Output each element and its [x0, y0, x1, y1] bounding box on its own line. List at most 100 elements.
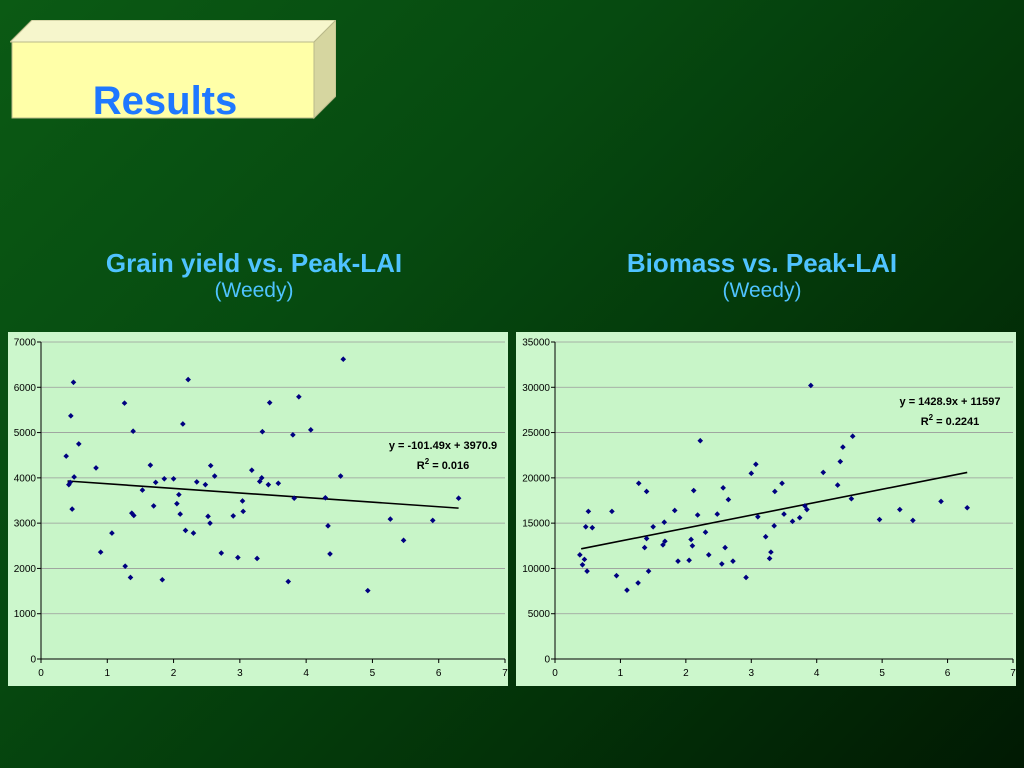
data-point — [840, 444, 846, 450]
chart-heading-biomass: Biomass vs. Peak-LAI (Weedy) — [552, 248, 972, 304]
y-tick-label: 7000 — [14, 338, 37, 349]
x-tick-label: 5 — [879, 668, 885, 679]
data-point — [938, 498, 944, 505]
data-point — [266, 399, 273, 406]
x-tick-label: 4 — [814, 668, 820, 679]
data-point — [182, 527, 189, 534]
data-point — [63, 453, 69, 459]
y-tick-label: 35000 — [522, 338, 550, 349]
data-point — [67, 479, 73, 486]
data-point — [705, 552, 712, 558]
data-point — [762, 533, 769, 540]
data-point — [771, 523, 777, 529]
x-tick-label: 0 — [38, 668, 44, 679]
y-tick-label: 25000 — [522, 428, 550, 439]
data-point — [834, 482, 841, 488]
chart-panel-biomass: 0 5000 10000 15000 20000 25000 30000 35000 0 1 2 3 4… — [516, 332, 1016, 686]
data-point — [643, 488, 650, 495]
data-point — [170, 475, 177, 482]
data-point — [897, 506, 903, 513]
data-point — [635, 580, 641, 586]
data-point — [93, 465, 99, 471]
data-point — [697, 437, 704, 444]
data-point — [291, 495, 298, 502]
data-point — [714, 511, 721, 517]
x-tick-label: 2 — [171, 668, 177, 679]
data-point — [772, 488, 778, 495]
data-point — [174, 500, 180, 507]
data-point — [849, 433, 856, 439]
data-point — [719, 561, 725, 567]
data-point — [230, 513, 237, 519]
data-point — [131, 512, 137, 519]
data-point — [322, 494, 329, 501]
data-point — [240, 508, 246, 515]
data-point — [645, 568, 652, 574]
data-point — [121, 400, 128, 406]
data-point — [75, 441, 82, 447]
scatter-plot-grain-yield: 0 1000 2000 3000 4000 5000 6000 7000 0 1 2 3 4 5 6 7 y =… — [14, 338, 508, 680]
x-tick-label: 6 — [945, 668, 951, 679]
data-point — [207, 462, 214, 469]
data-point — [650, 523, 656, 530]
trendline — [581, 471, 968, 550]
data-point — [876, 516, 883, 523]
data-point — [202, 481, 209, 488]
x-tick-label: 7 — [502, 668, 508, 679]
data-point — [755, 514, 761, 520]
data-point — [296, 393, 302, 400]
data-point — [671, 507, 678, 514]
data-point — [582, 523, 589, 530]
data-point — [69, 506, 75, 512]
trendline-equation: y = -101.49x + 3970.9 — [389, 440, 497, 452]
scatter-plot-biomass: 0 5000 10000 15000 20000 25000 30000 35000 0 1 2 3 4… — [522, 338, 1016, 680]
data-point — [211, 473, 218, 479]
data-point — [285, 578, 292, 585]
title-box-shape — [8, 18, 338, 120]
chart-panel-grain-yield: 0 1000 2000 3000 4000 5000 6000 7000 0 1 2 3 4 5 6 7 y =… — [8, 332, 508, 686]
data-point — [802, 503, 808, 509]
x-tick-label: 6 — [436, 668, 442, 679]
chart-subtitle: (Weedy) — [722, 279, 802, 302]
data-point — [748, 470, 755, 477]
data-point — [584, 568, 590, 574]
data-point — [820, 469, 827, 476]
r-squared-label: R2 = 0.016 — [417, 457, 469, 472]
data-point — [161, 475, 168, 482]
data-point — [455, 495, 462, 502]
slide-title-box: Results — [8, 18, 338, 123]
data-point — [722, 544, 728, 551]
data-point — [910, 517, 916, 524]
data-point — [643, 535, 650, 542]
data-point — [259, 428, 266, 435]
data-point — [177, 511, 183, 517]
data-point — [779, 480, 785, 487]
data-point — [837, 458, 844, 465]
y-tick-label: 5000 — [14, 428, 37, 439]
x-tick-label: 4 — [303, 668, 309, 679]
slide-title: Results — [92, 78, 238, 123]
y-tick-label: 6000 — [14, 383, 37, 394]
data-point — [661, 519, 668, 526]
data-point — [577, 552, 583, 558]
data-point — [743, 574, 749, 581]
y-tick-label: 0 — [544, 655, 550, 666]
y-tick-label: 4000 — [14, 473, 37, 484]
x-tick-label: 0 — [552, 668, 558, 679]
x-tick-label: 1 — [618, 668, 624, 679]
chart-title: Grain yield vs. Peak-LAI — [105, 248, 403, 278]
data-point — [193, 479, 200, 485]
data-point — [207, 520, 213, 526]
data-point — [429, 517, 436, 524]
data-point — [325, 523, 331, 529]
data-point — [258, 475, 265, 481]
data-point — [256, 478, 263, 485]
data-point — [337, 473, 344, 479]
data-point — [641, 544, 648, 551]
y-tick-label: 0 — [30, 655, 36, 666]
data-point — [686, 557, 692, 564]
data-point — [122, 563, 128, 569]
trendline — [67, 480, 459, 509]
chart-heading-grain-yield: Grain yield vs. Peak-LAI (Weedy) — [44, 248, 464, 304]
y-tick-label: 1000 — [14, 609, 37, 620]
